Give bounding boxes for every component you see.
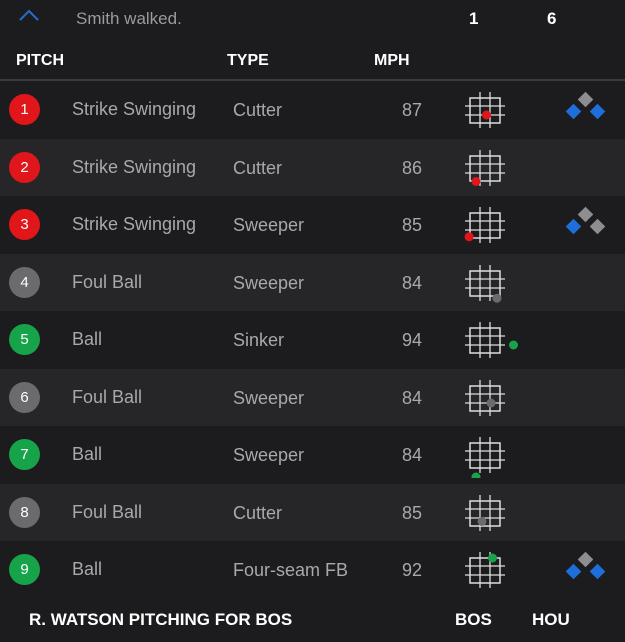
strike-zone-icon (464, 207, 505, 243)
baserunners-icon (565, 91, 606, 120)
pitch-result: Strike Swinging (72, 156, 197, 177)
pitch-location-dot (509, 340, 518, 350)
play-summary: Smith walked. (76, 9, 182, 28)
pitch-number-badge: 1 (9, 94, 40, 125)
pitcher-title: R. WATSON PITCHING FOR BOS (29, 610, 293, 629)
pitch-location-dot (482, 110, 491, 120)
pitch-type: Sweeper (233, 387, 305, 408)
second-base (577, 91, 594, 108)
pitch-type: Cutter (233, 502, 283, 523)
pitch-location-dot (477, 516, 487, 526)
strike-zone-icon (465, 149, 505, 186)
pitch-number-badge: 7 (9, 439, 40, 470)
pitch-row[interactable]: 3 Strike Swinging Sweeper 85 (0, 196, 625, 254)
pitch-speed: 94 (401, 330, 422, 350)
third-base (565, 218, 582, 235)
pitch-location-dot (492, 293, 502, 303)
strike-zone-icon (465, 264, 505, 303)
footer: R. WATSON PITCHING FOR BOS BOS HOU (0, 598, 625, 642)
first-base (589, 103, 606, 120)
strike-zone-icon (465, 494, 505, 531)
pitch-number-badge: 2 (9, 151, 40, 183)
baserunners-icon (565, 551, 606, 580)
pitch-row[interactable]: 8 Foul Ball Cutter 85 (0, 483, 625, 541)
header-type: TYPE (227, 52, 269, 69)
strike-zone-icon (465, 552, 505, 588)
second-base (577, 206, 594, 223)
pitch-result: Ball (72, 559, 103, 579)
pitch-row[interactable]: 5 Ball Sinker 94 (0, 311, 625, 369)
pitch-type: Sweeper (233, 215, 305, 235)
baserunners-icon (565, 206, 606, 235)
pitch-speed: 87 (401, 100, 422, 120)
pitch-speed: 92 (401, 560, 422, 580)
pitch-row[interactable]: 9 Ball Four-seam FB 92 (0, 541, 625, 599)
first-base (589, 563, 606, 580)
pitch-type: Sweeper (233, 445, 305, 465)
pitch-result: Foul Ball (72, 501, 143, 522)
strike-zone-icon (465, 379, 505, 416)
pitch-type: Four-seam FB (233, 560, 349, 580)
pitch-row[interactable]: 2 Strike Swinging Cutter 86 (0, 138, 625, 196)
score-hou: 6 (547, 9, 557, 28)
at-bat-summary[interactable]: Smith walked. 1 6 (0, 0, 625, 40)
pitch-row[interactable]: 6 Foul Ball Sweeper 84 (0, 368, 625, 426)
pitch-number-badge: 9 (9, 554, 40, 585)
pitch-location-dot (486, 398, 496, 407)
pitch-location-dot (471, 176, 481, 186)
first-base (589, 218, 606, 235)
pitch-speed: 85 (401, 215, 422, 235)
pitch-location-dot (488, 553, 497, 563)
pitch-type: Sweeper (233, 272, 305, 293)
strike-zone-icon (465, 437, 505, 478)
pitch-type: Sinker (233, 330, 285, 350)
divider (0, 79, 625, 81)
pitch-location-dot (471, 472, 481, 478)
pitch-result: Ball (72, 329, 103, 349)
pitch-speed: 85 (401, 502, 422, 523)
pitch-result: Strike Swinging (72, 214, 197, 234)
team-hou: HOU (532, 610, 570, 629)
team-bos: BOS (455, 610, 492, 629)
strike-zone-icon (465, 92, 505, 128)
header-pitch: PITCH (16, 52, 64, 69)
pitch-number-badge: 6 (9, 381, 40, 413)
pitch-speed: 84 (401, 272, 422, 293)
pitch-result: Ball (72, 444, 103, 464)
third-base (565, 103, 582, 120)
third-base (565, 563, 582, 580)
pitch-result: Strike Swinging (72, 99, 197, 119)
pitch-number-badge: 5 (9, 324, 40, 355)
pitch-number-badge: 4 (9, 266, 40, 298)
pitch-speed: 86 (401, 157, 422, 178)
pitch-number-badge: 3 (9, 209, 40, 240)
pitch-speed: 84 (401, 387, 422, 408)
pitch-result: Foul Ball (72, 271, 143, 292)
pitch-type: Cutter (233, 100, 283, 120)
pitch-row[interactable]: 1 Strike Swinging Cutter 87 (0, 81, 625, 139)
header-mph: MPH (374, 52, 410, 69)
score-bos: 1 (469, 9, 479, 28)
second-base (577, 551, 594, 568)
pitch-number-badge: 8 (9, 496, 40, 528)
pitch-speed: 84 (401, 445, 422, 465)
strike-zone-icon (465, 322, 518, 358)
chevron-up-icon[interactable] (18, 8, 40, 22)
pitch-result: Foul Ball (72, 386, 143, 407)
pitch-type: Cutter (233, 157, 283, 178)
pitch-location-dot (464, 232, 474, 242)
pitch-row[interactable]: 7 Ball Sweeper 84 (0, 426, 625, 484)
pitch-row[interactable]: 4 Foul Ball Sweeper 84 (0, 253, 625, 311)
